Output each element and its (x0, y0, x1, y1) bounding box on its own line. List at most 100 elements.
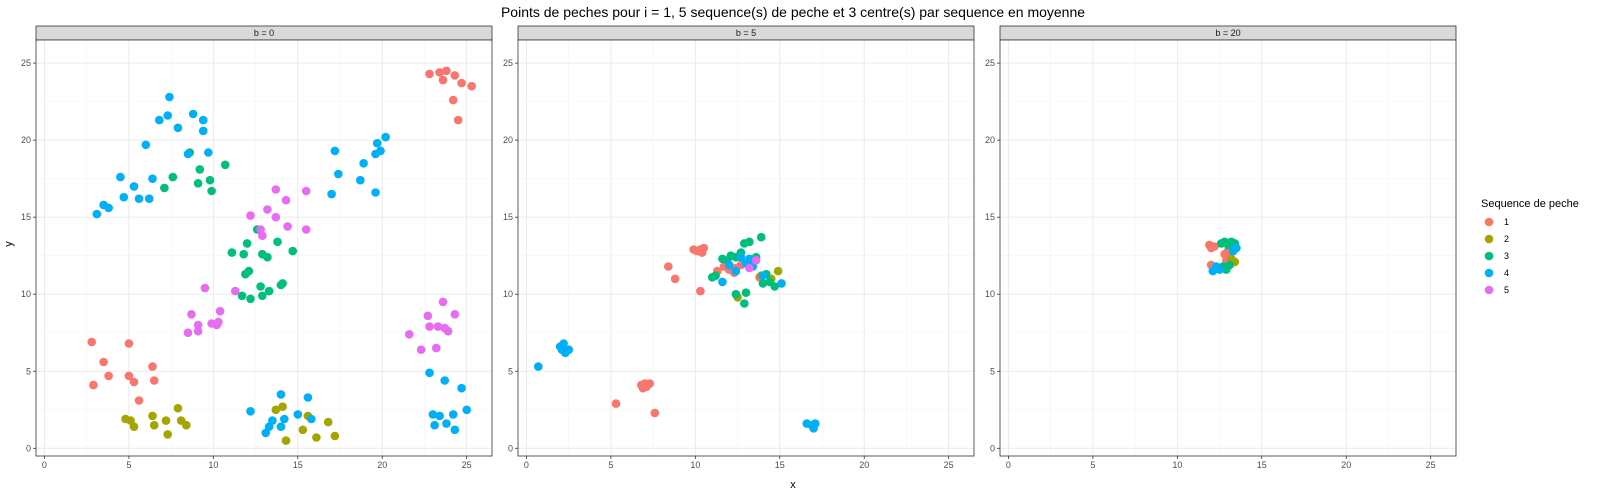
legend-label: 1 (1504, 217, 1509, 227)
data-point-series-4 (1215, 265, 1224, 274)
legend-key-3 (1484, 251, 1494, 261)
data-point-series-4 (188, 109, 198, 119)
data-point-series-3 (220, 160, 230, 170)
data-point-series-5 (425, 322, 434, 331)
x-tick-label: 25 (944, 460, 954, 470)
data-point-series-4 (246, 407, 255, 416)
data-point-series-3 (770, 282, 779, 291)
x-tick-label: 20 (859, 460, 869, 470)
data-point-series-1 (129, 377, 139, 387)
data-point-series-3 (258, 291, 267, 301)
data-point-series-1 (87, 337, 96, 347)
data-point-series-4 (334, 169, 343, 179)
data-point-series-4 (327, 189, 336, 199)
x-tick-label: 20 (377, 460, 387, 470)
data-point-series-4 (810, 419, 820, 428)
data-point-series-4 (718, 277, 727, 287)
data-point-series-3 (273, 237, 282, 247)
y-tick-label: 20 (21, 135, 31, 145)
data-point-series-3 (288, 246, 298, 256)
data-point-series-4 (303, 393, 313, 402)
data-point-series-4 (356, 175, 365, 185)
data-point-series-5 (263, 205, 272, 214)
data-point-series-1 (453, 115, 463, 125)
x-tick-label: 10 (1172, 460, 1182, 470)
y-tick-label: 0 (26, 443, 31, 453)
data-point-series-5 (271, 185, 281, 194)
data-point-series-1 (1210, 242, 1219, 251)
data-point-series-5 (271, 212, 281, 222)
x-tick-label: 5 (608, 460, 613, 470)
data-point-series-3 (740, 299, 749, 308)
x-tick-label: 15 (1257, 460, 1267, 470)
data-point-series-4 (428, 410, 438, 419)
x-tick-label: 0 (42, 460, 47, 470)
data-point-series-4 (141, 140, 151, 150)
data-point-series-5 (187, 310, 196, 319)
data-point-series-2 (163, 430, 172, 439)
data-point-series-4 (198, 126, 208, 136)
data-point-series-3 (278, 279, 287, 288)
data-point-series-2 (149, 420, 159, 430)
data-point-series-4 (129, 182, 139, 191)
data-point-series-2 (161, 416, 171, 425)
data-point-series-5 (283, 222, 292, 231)
x-tick-label: 10 (208, 460, 218, 470)
data-point-series-2 (773, 266, 783, 276)
y-tick-label: 10 (21, 289, 31, 299)
data-point-series-4 (163, 111, 172, 120)
y-tick-label: 0 (990, 443, 995, 453)
data-point-series-5 (281, 195, 291, 205)
data-point-series-5 (231, 286, 240, 296)
data-point-series-5 (433, 322, 443, 331)
data-point-series-4 (359, 159, 368, 168)
y-tick-label: 5 (508, 366, 513, 376)
data-point-series-2 (148, 411, 157, 421)
data-point-series-4 (381, 132, 390, 142)
data-point-series-1 (457, 78, 466, 88)
data-point-series-4 (198, 115, 208, 125)
x-tick-label: 10 (690, 460, 700, 470)
legend-label: 2 (1504, 234, 1509, 244)
data-point-series-4 (462, 405, 472, 415)
data-point-series-1 (124, 371, 134, 381)
data-point-series-1 (134, 396, 144, 405)
data-point-series-1 (450, 71, 460, 80)
x-tick-label: 15 (293, 460, 303, 470)
data-point-series-3 (741, 288, 751, 298)
data-point-series-1 (104, 371, 113, 381)
panel-border (517, 39, 975, 457)
x-tick-label: 15 (775, 460, 785, 470)
data-point-series-3 (195, 165, 205, 174)
data-point-series-3 (1225, 260, 1234, 270)
legend: Sequence de peche 1 2 3 4 5 (1481, 198, 1579, 295)
data-point-series-4 (330, 146, 340, 156)
data-point-series-5 (423, 311, 433, 321)
data-point-series-4 (280, 414, 289, 424)
legend-label: 5 (1504, 285, 1509, 295)
y-tick-label: 10 (503, 289, 513, 299)
data-point-series-1 (467, 81, 477, 91)
data-point-series-1 (149, 376, 159, 385)
data-point-series-4 (435, 411, 444, 421)
data-point-series-4 (440, 376, 450, 385)
legend-key-4 (1484, 268, 1494, 278)
x-tick-label: 0 (524, 460, 529, 470)
data-point-series-3 (264, 286, 274, 296)
data-point-series-1 (124, 339, 134, 348)
data-point-series-5 (215, 306, 225, 316)
data-point-series-2 (298, 425, 308, 435)
data-point-series-4 (457, 383, 466, 393)
data-point-series-4 (134, 194, 144, 203)
data-point-series-4 (425, 368, 434, 378)
data-point-series-4 (276, 390, 286, 399)
panels: b = 0 0 5 10 15 20 25 0 5 10 15 20 25 b = 5 0 5 10 15 20 25… (21, 25, 1457, 470)
data-point-series-4 (276, 422, 286, 432)
data-point-series-3 (160, 183, 169, 193)
legend-key-2 (1484, 234, 1494, 244)
data-point-series-3 (168, 172, 178, 182)
data-point-series-3 (207, 186, 216, 196)
data-point-series-4 (430, 420, 439, 430)
data-point-series-4 (376, 146, 385, 156)
